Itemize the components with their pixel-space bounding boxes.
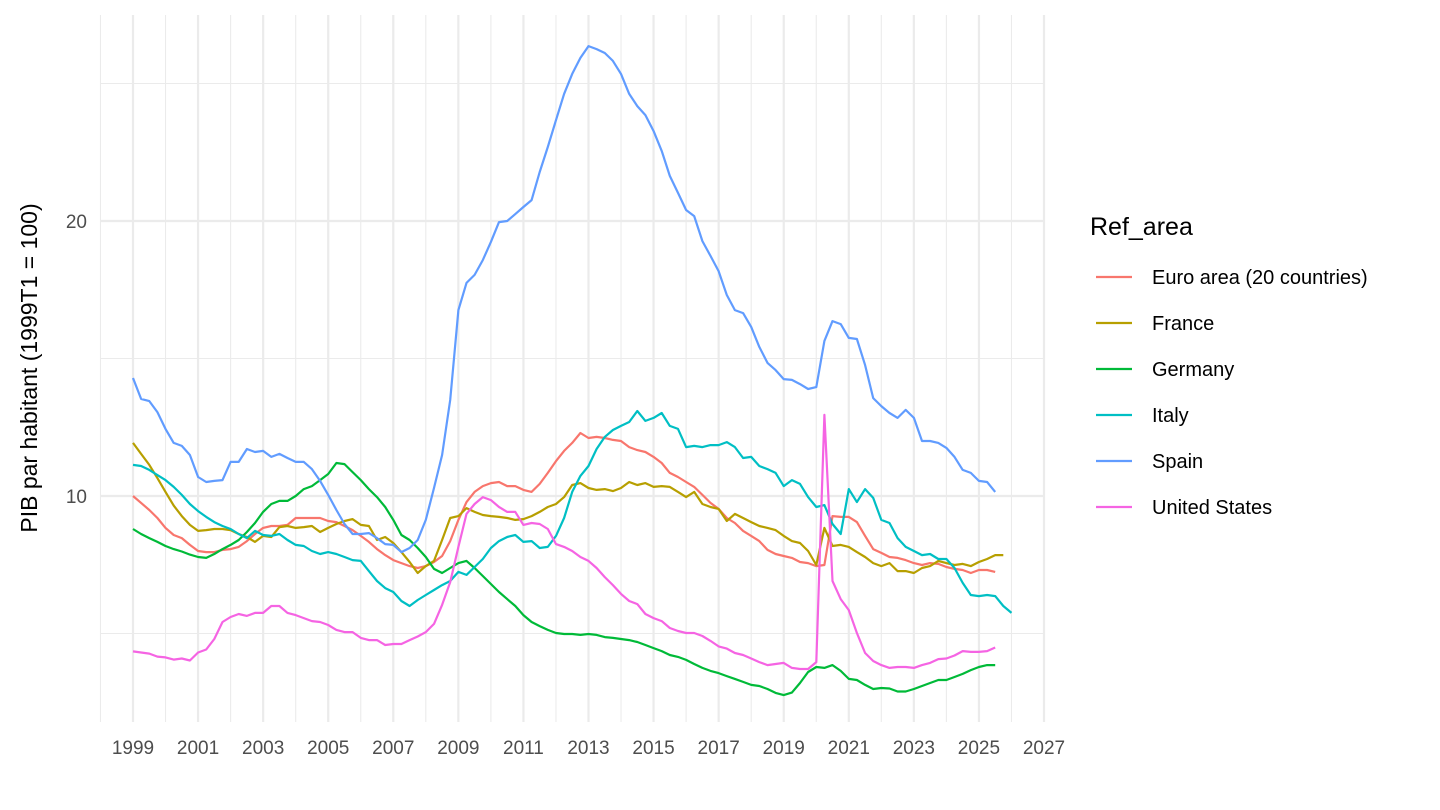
- series-lines: [131, 44, 1013, 697]
- y-tick-label: 10: [66, 487, 87, 508]
- x-tick-label: 2009: [437, 738, 479, 759]
- legend-label: United States: [1152, 497, 1272, 519]
- x-axis: 1999 2001 2003 2005 2007 2009 2011 2013 2015 2017…: [112, 738, 1065, 759]
- legend-label: Italy: [1152, 405, 1189, 427]
- x-tick-label: 2017: [698, 738, 740, 759]
- x-tick-label: 2013: [567, 738, 609, 759]
- x-tick-label: 2007: [372, 738, 414, 759]
- series-line-italy: [132, 409, 1013, 614]
- x-tick-label: 2019: [763, 738, 805, 759]
- y-tick-label: 20: [66, 212, 87, 233]
- legend-item: Italy: [1096, 405, 1189, 427]
- legend-label: Euro area (20 countries): [1152, 267, 1368, 289]
- legend-item: Euro area (20 countries): [1096, 267, 1368, 289]
- legend-title: Ref_area: [1090, 213, 1193, 241]
- series-line-united-states: [132, 413, 996, 671]
- legend-label: Spain: [1152, 451, 1203, 473]
- x-tick-label: 2021: [828, 738, 870, 759]
- x-tick-label: 1999: [112, 738, 154, 759]
- legend-label: France: [1152, 313, 1214, 335]
- x-tick-label: 2011: [503, 738, 544, 759]
- x-tick-label: 2023: [893, 738, 935, 759]
- x-tick-label: 2001: [177, 738, 219, 759]
- legend-item: Spain: [1096, 451, 1203, 473]
- legend-item: France: [1096, 313, 1214, 335]
- y-axis-title: PIB par habitant (1999T1 = 100): [16, 203, 42, 532]
- series-line-spain: [131, 44, 997, 554]
- legend-item: United States: [1096, 497, 1272, 519]
- x-tick-label: 2025: [958, 738, 1000, 759]
- x-tick-label: 2005: [307, 738, 349, 759]
- series-line-france: [132, 442, 1004, 575]
- legend-item: Germany: [1096, 359, 1234, 381]
- series-line-germany: [132, 461, 996, 697]
- x-tick-label: 2003: [242, 738, 284, 759]
- series-line-euro-area-20-countries: [132, 431, 996, 575]
- grid: [99, 15, 1046, 722]
- x-tick-label: 2015: [632, 738, 674, 759]
- legend-label: Germany: [1152, 359, 1234, 381]
- x-tick-label: 2027: [1023, 738, 1065, 759]
- legend: Ref_area Euro area (20 countries) France G…: [1090, 213, 1368, 519]
- y-axis: 10 20: [66, 212, 87, 508]
